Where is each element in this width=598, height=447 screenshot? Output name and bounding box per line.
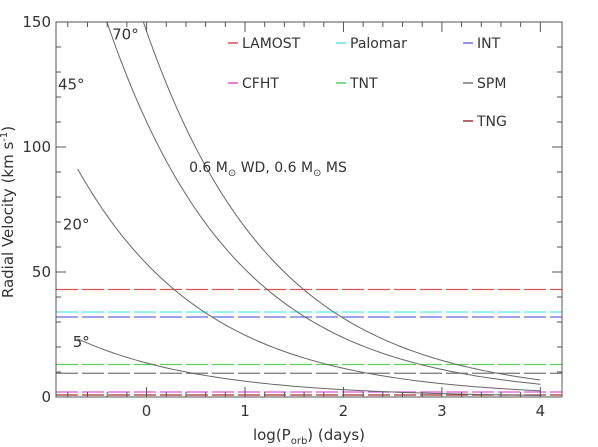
mass-annotation: 0.6 M⊙ WD, 0.6 M⊙ MS [189,160,347,179]
x-tick-label: 2 [339,402,349,420]
legend-label-spm: SPM [477,76,506,92]
curve-45deg [106,22,541,385]
y-tick-label: 0 [41,388,51,406]
y-axis: 0 50 100 150 [22,13,562,406]
curve-label: 20° [63,216,90,234]
curve-label: 70° [112,26,139,44]
legend: LAMOST Palomar INT CFHT TNT SPM TNG [228,36,507,130]
instrument-threshold-lines [56,288,562,396]
legend-label-tnt: TNT [349,76,378,92]
curve-20deg [77,168,541,392]
x-axis: 0 1 2 3 4 [67,22,546,420]
y-axis-title: Radial Velocity (km s-1) [0,126,17,298]
curve-labels: 70° 45° 20° 5° [58,26,139,352]
y-tick-label: 150 [22,13,51,31]
x-tick-label: 4 [536,402,546,420]
inclination-curves [77,22,541,396]
curve-label: 5° [73,333,90,351]
x-tick-label: 3 [437,402,447,420]
plot-frame [55,21,563,398]
x-tick-label: 0 [142,402,152,420]
legend-label-palomar: Palomar [350,36,407,52]
legend-label-int: INT [477,36,501,52]
curve-5deg [77,338,541,396]
legend-label-tng: TNG [476,114,507,130]
legend-label-lamost: LAMOST [242,36,301,52]
curve-label: 45° [58,76,85,94]
x-axis-title: log(Porb) (days) [253,426,365,447]
x-tick-label: 1 [240,402,250,420]
curve-70deg [142,22,541,381]
legend-label-cfht: CFHT [242,76,279,92]
y-tick-label: 100 [22,138,51,156]
y-tick-label: 50 [32,263,51,281]
